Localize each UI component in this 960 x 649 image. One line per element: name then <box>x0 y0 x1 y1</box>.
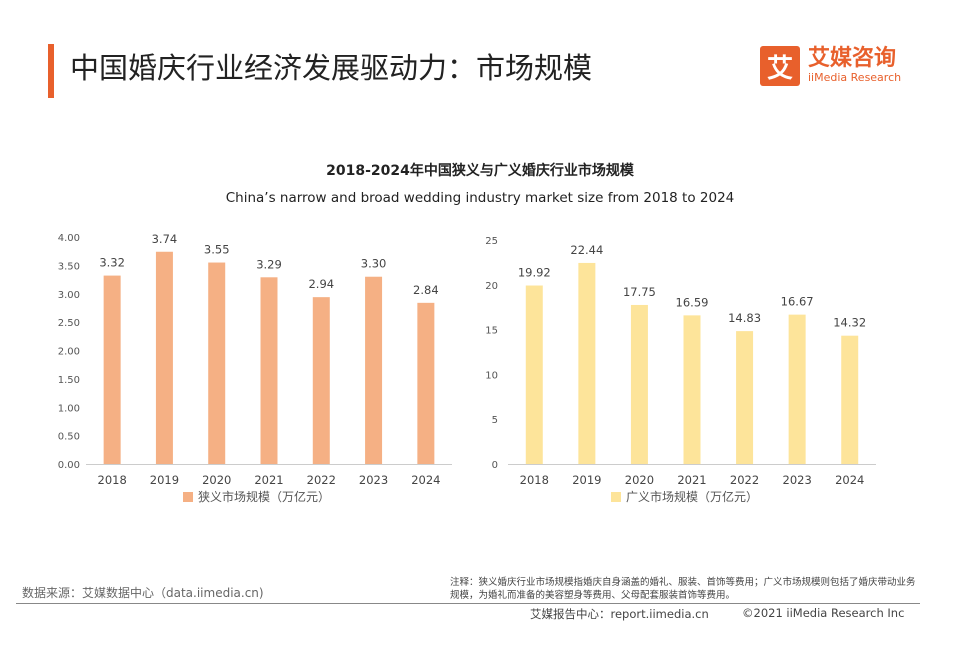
broad-y-tick-label: 25 <box>485 236 498 247</box>
footer-divider <box>16 603 920 604</box>
broad-data-label: 17.75 <box>623 285 656 299</box>
broad-data-label: 14.32 <box>833 316 866 330</box>
narrow-y-tick-label: 0.50 <box>58 432 80 443</box>
narrow-x-tick-label: 2018 <box>98 473 127 487</box>
narrow-bar <box>155 251 173 464</box>
broad-x-tick-label: 2023 <box>783 473 812 487</box>
broad-data-label: 16.59 <box>676 295 709 309</box>
logo-mark-icon: 艾 <box>760 46 800 86</box>
broad-y-tick-label: 5 <box>492 415 498 426</box>
narrow-y-tick-label: 3.00 <box>58 290 80 301</box>
broad-x-tick-label: 2019 <box>572 473 601 487</box>
narrow-y-tick-label: 0.00 <box>58 460 80 471</box>
narrow-bar <box>365 276 383 464</box>
logo-name-en: iiMedia Research <box>808 71 902 84</box>
narrow-bar <box>103 275 121 464</box>
legend-narrow: 狭义市场规模（万亿元） <box>183 488 330 505</box>
broad-y-tick-label: 15 <box>485 326 498 337</box>
narrow-y-tick-label: 4.00 <box>58 233 80 244</box>
legend-label-narrow: 狭义市场规模（万亿元） <box>198 490 331 504</box>
narrow-data-label: 3.30 <box>361 257 387 271</box>
narrow-bar <box>260 277 278 464</box>
broad-data-label: 16.67 <box>781 295 814 309</box>
broad-bar <box>736 331 754 464</box>
broad-x-tick-label: 2018 <box>520 473 549 487</box>
footnote: 注释：狭义婚庆行业市场规模指婚庆自身涵盖的婚礼、服装、首饰等费用；广义市场规模则… <box>450 577 916 601</box>
broad-y-tick-label: 0 <box>492 460 498 471</box>
broad-x-tick-label: 2024 <box>835 473 864 487</box>
broad-bar <box>630 304 648 464</box>
report-center: 艾媒报告中心：report.iimedia.cn <box>530 607 709 621</box>
narrow-y-tick-label: 3.50 <box>58 261 80 272</box>
broad-y-tick-label: 20 <box>485 281 498 292</box>
narrow-bar <box>208 262 226 464</box>
broad-bar <box>525 285 543 464</box>
legend-broad: 广义市场规模（万亿元） <box>611 488 758 505</box>
legend-swatch-narrow <box>183 491 193 502</box>
broad-y-tick-label: 10 <box>485 370 498 381</box>
narrow-y-tick-label: 1.50 <box>58 375 80 386</box>
title-accent-bar <box>48 44 54 98</box>
narrow-x-tick-label: 2021 <box>254 473 283 487</box>
narrow-data-label: 3.32 <box>99 256 125 270</box>
narrow-x-tick-label: 2024 <box>411 473 440 487</box>
legend-label-broad: 广义市场规模（万亿元） <box>626 490 759 504</box>
narrow-data-label: 2.84 <box>413 283 439 297</box>
narrow-x-tick-label: 2019 <box>150 473 179 487</box>
narrow-x-tick-label: 2023 <box>359 473 388 487</box>
narrow-data-label: 2.94 <box>308 277 334 291</box>
broad-bar <box>683 315 701 464</box>
broad-bar <box>578 262 596 464</box>
broad-data-label: 22.44 <box>570 243 603 257</box>
broad-data-label: 19.92 <box>518 266 551 280</box>
narrow-data-label: 3.74 <box>152 232 178 246</box>
narrow-y-tick-label: 1.00 <box>58 403 80 414</box>
brand-logo: 艾 艾媒咨询 iiMedia Research <box>760 46 901 86</box>
narrow-data-label: 3.29 <box>256 257 282 271</box>
narrow-data-label: 3.55 <box>204 243 230 257</box>
narrow-bar <box>417 302 435 464</box>
data-source: 数据来源：艾媒数据中心（data.iimedia.cn) <box>22 586 264 600</box>
broad-bar <box>788 314 806 464</box>
narrow-x-tick-label: 2022 <box>307 473 336 487</box>
narrow-y-tick-label: 2.00 <box>58 347 80 358</box>
narrow-x-tick-label: 2020 <box>202 473 231 487</box>
broad-x-tick-label: 2020 <box>625 473 654 487</box>
logo-name-cn: 艾媒咨询 <box>808 46 897 71</box>
broad-x-tick-label: 2022 <box>730 473 759 487</box>
broad-x-tick-label: 2021 <box>677 473 706 487</box>
narrow-bar <box>312 297 330 464</box>
copyright: ©2021 iiMedia Research Inc <box>742 606 905 620</box>
chart-title: 2018-2024年中国狭义与广义婚庆行业市场规模 <box>326 163 634 179</box>
page-title: 中国婚庆行业经济发展驱动力：市场规模 <box>70 51 593 85</box>
broad-bar <box>841 335 859 464</box>
legend-swatch-broad <box>611 491 621 502</box>
broad-data-label: 14.83 <box>728 311 761 325</box>
chart-subtitle: China’s narrow and broad wedding industr… <box>225 190 735 206</box>
narrow-y-tick-label: 2.50 <box>58 318 80 329</box>
